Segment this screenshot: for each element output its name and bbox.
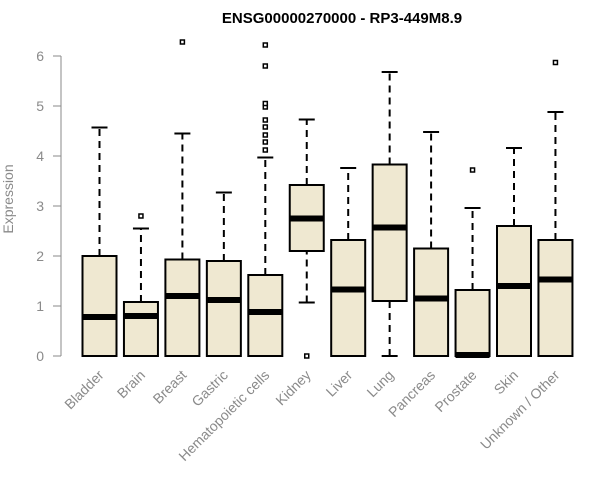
outlier-point — [552, 59, 559, 66]
box-lung — [371, 71, 408, 357]
x-tick-label: Bladder — [61, 367, 107, 413]
y-tick-label: 1 — [36, 298, 44, 314]
x-tick-label: Breast — [150, 367, 190, 407]
boxes-group — [81, 39, 574, 359]
box-iqr — [81, 255, 118, 357]
box-iqr — [537, 239, 574, 357]
box-iqr — [247, 274, 284, 357]
outlier-point — [262, 100, 269, 107]
outlier-point — [262, 117, 269, 123]
box-iqr — [371, 163, 408, 302]
outlier-point — [138, 213, 144, 219]
box-pancreas — [413, 131, 450, 357]
box-kidney — [288, 118, 325, 359]
box-hematopoietic-cells — [247, 42, 284, 357]
outlier-point — [262, 63, 269, 69]
outlier-point — [262, 42, 269, 48]
y-tick-label: 2 — [36, 248, 44, 264]
x-tick-label: Kidney — [272, 367, 314, 409]
box-liver — [330, 167, 367, 357]
outlier-point — [262, 132, 269, 138]
chart-title: ENSG00000270000 - RP3-449M8.9 — [222, 10, 462, 27]
outlier-point — [179, 39, 186, 45]
box-iqr — [454, 289, 491, 357]
y-tick-label: 4 — [36, 148, 44, 164]
y-tick-label: 3 — [36, 198, 44, 214]
box-iqr — [164, 258, 201, 357]
box-iqr — [413, 247, 450, 357]
box-iqr — [496, 225, 532, 357]
outlier-point — [469, 167, 476, 173]
x-tick-label: Skin — [491, 367, 522, 398]
x-tick-label: Unknown / Other — [477, 367, 563, 453]
box-iqr — [330, 239, 367, 357]
y-axis-label: Expression — [0, 164, 16, 233]
y-tick-label: 5 — [36, 98, 44, 114]
box-iqr — [205, 260, 242, 357]
x-tick-label: Lung — [363, 367, 396, 400]
box-brain — [122, 213, 159, 357]
x-tick-label: Prostate — [431, 367, 479, 415]
outlier-point — [262, 147, 269, 153]
y-axis: 0 1 2 3 4 5 6 — [36, 48, 62, 364]
box-prostate — [454, 167, 491, 358]
box-skin — [496, 147, 532, 357]
outlier-point — [262, 124, 269, 130]
x-tick-label: Liver — [323, 367, 356, 400]
x-tick-label: Brain — [114, 367, 148, 401]
outlier-point — [262, 139, 269, 145]
box-bladder — [81, 126, 118, 357]
box-iqr — [122, 301, 159, 357]
y-tick-label: 6 — [36, 48, 44, 64]
box-breast — [164, 39, 201, 357]
outlier-point — [304, 353, 310, 359]
y-tick-label: 0 — [36, 348, 44, 364]
box-gastric — [205, 191, 242, 357]
box-unknown-other — [537, 59, 574, 357]
